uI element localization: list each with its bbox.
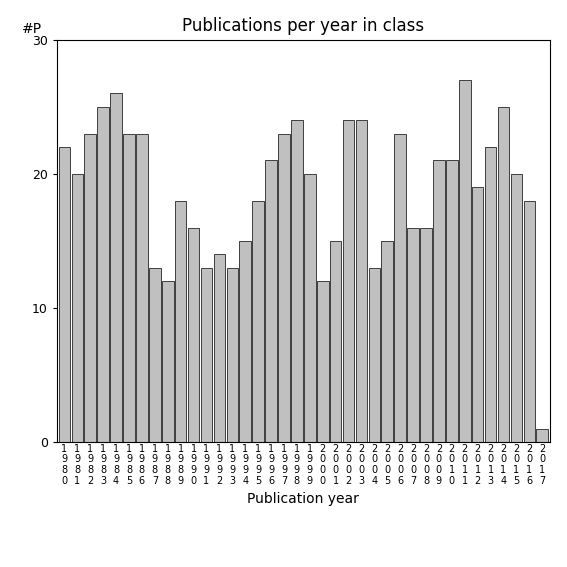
Bar bbox=[136, 134, 148, 442]
Bar bbox=[175, 201, 187, 442]
Bar bbox=[342, 120, 354, 442]
Bar bbox=[498, 107, 509, 442]
Bar bbox=[459, 80, 471, 442]
Bar bbox=[511, 174, 522, 442]
Bar bbox=[485, 147, 496, 442]
Bar bbox=[433, 160, 445, 442]
Bar bbox=[395, 134, 406, 442]
Bar bbox=[330, 241, 341, 442]
X-axis label: Publication year: Publication year bbox=[247, 492, 359, 506]
Bar bbox=[265, 160, 277, 442]
Bar bbox=[71, 174, 83, 442]
Bar bbox=[304, 174, 316, 442]
Text: #P: #P bbox=[22, 22, 43, 36]
Bar bbox=[252, 201, 264, 442]
Bar bbox=[278, 134, 290, 442]
Bar bbox=[214, 255, 225, 442]
Bar bbox=[123, 134, 135, 442]
Bar bbox=[536, 429, 548, 442]
Bar bbox=[58, 147, 70, 442]
Bar bbox=[162, 281, 174, 442]
Bar bbox=[201, 268, 212, 442]
Bar bbox=[239, 241, 251, 442]
Bar bbox=[523, 201, 535, 442]
Title: Publications per year in class: Publications per year in class bbox=[182, 18, 425, 35]
Bar bbox=[111, 94, 122, 442]
Bar bbox=[149, 268, 160, 442]
Bar bbox=[98, 107, 109, 442]
Bar bbox=[382, 241, 393, 442]
Bar bbox=[188, 227, 200, 442]
Bar bbox=[407, 227, 419, 442]
Bar bbox=[369, 268, 380, 442]
Bar bbox=[226, 268, 238, 442]
Bar bbox=[317, 281, 328, 442]
Bar bbox=[420, 227, 432, 442]
Bar bbox=[291, 120, 303, 442]
Bar bbox=[356, 120, 367, 442]
Bar bbox=[446, 160, 458, 442]
Bar bbox=[84, 134, 96, 442]
Bar bbox=[472, 187, 484, 442]
